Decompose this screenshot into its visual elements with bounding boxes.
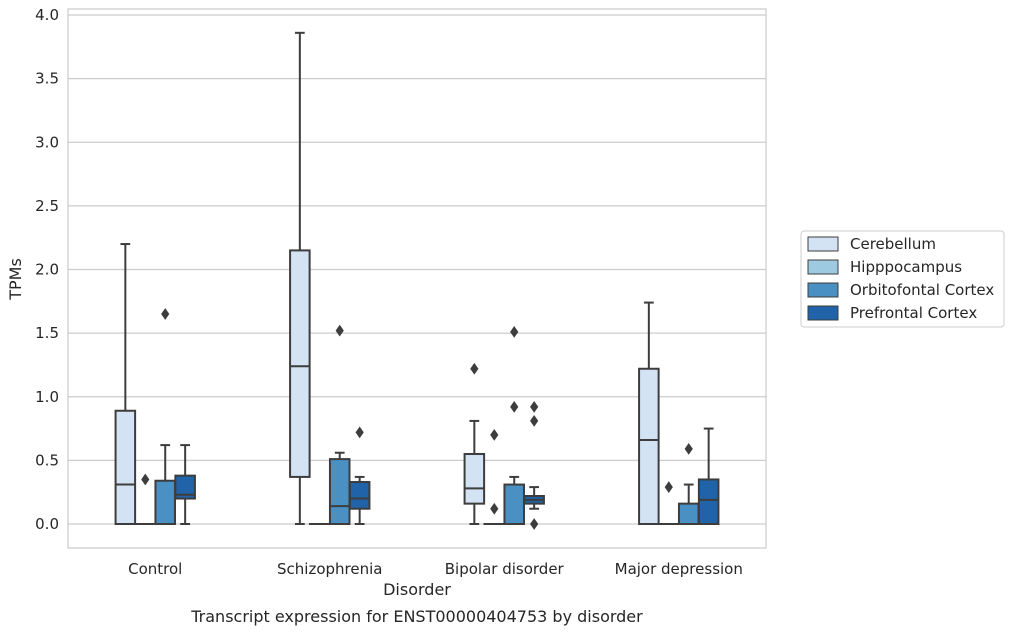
legend: Cerebellum Hipppocampus Orbitofontal Corte… [800,230,1005,328]
box-body [174,474,196,500]
x-axis-title: Disorder [383,580,451,599]
box-1-0 [134,473,157,526]
box-body [463,453,486,505]
box-body [154,479,176,525]
box-3-0 [174,444,196,525]
outlier-point [355,426,364,439]
box-3-1 [348,426,371,525]
y-tick-label: 4.0 [35,6,59,24]
box-3-2 [523,401,545,530]
outlier-point [664,481,673,493]
box-3-3 [697,427,720,525]
outlier-point [530,518,539,530]
plot-background [68,9,766,548]
outlier-point [161,308,170,320]
box-body [289,249,311,478]
y-tick-label: 0.5 [35,451,59,469]
box-body [638,367,660,525]
box-2-0 [154,308,176,525]
box-2-3 [677,443,700,526]
y-tick-label: 2.5 [35,197,59,215]
x-tick-label: Bipolar disorder [445,560,565,578]
outlier-point [470,362,479,375]
legend-swatch [807,282,839,298]
box-0-1 [289,31,311,525]
outlier-point [684,443,693,455]
figure-caption: Transcript expression for ENST0000040475… [190,607,643,626]
y-tick-label: 0.0 [35,515,59,533]
box-1-2 [483,429,506,526]
legend-label: Orbitofontal Cortex [850,281,994,299]
x-tick-label: Control [128,560,182,578]
outlier-point [530,415,539,427]
box-0-3 [638,301,660,525]
box-body [348,481,371,510]
y-tick-label: 2.0 [35,261,59,279]
legend-swatch [807,259,839,275]
box-series [114,31,720,530]
legend-label: Prefrontal Cortex [850,304,977,322]
y-tick-labels: 0.0 0.5 1.0 1.5 2.0 2.5 3.0 3.5 4.0 [35,6,59,533]
outlier-point [490,502,499,515]
outlier-point [141,473,150,486]
x-tick-label: Major depression [615,560,743,578]
box-2-2 [503,325,525,525]
outlier-point [530,401,539,413]
legend-swatch [807,236,839,252]
x-tick-labels: Control Schizophrenia Bipolar disorder Majo… [128,560,743,578]
y-tick-label: 1.5 [35,324,59,342]
outlier-point [335,324,344,337]
box-0-0 [114,243,137,525]
legend-swatch [807,305,839,321]
y-tick-label: 1.0 [35,388,59,406]
box-body [114,409,137,525]
legend-label: Hipppocampus [850,258,962,276]
box-body [328,458,351,526]
legend-items: Cerebellum Hipppocampus Orbitofontal Corte… [807,235,994,322]
outlier-point [510,325,519,338]
x-tick-label: Schizophrenia [277,560,382,578]
plot-frame [67,8,767,549]
box-0-2 [463,362,486,525]
y-tick-label: 3.0 [35,133,59,151]
y-axis-title: TPMs [6,258,25,301]
box-body [677,502,700,526]
legend-frame [800,230,1005,328]
outlier-point [490,429,499,441]
box-body [697,478,720,525]
box-body [503,483,525,525]
outlier-point [510,401,519,413]
y-tick-label: 3.5 [35,70,59,88]
legend-label: Cerebellum [850,235,936,253]
